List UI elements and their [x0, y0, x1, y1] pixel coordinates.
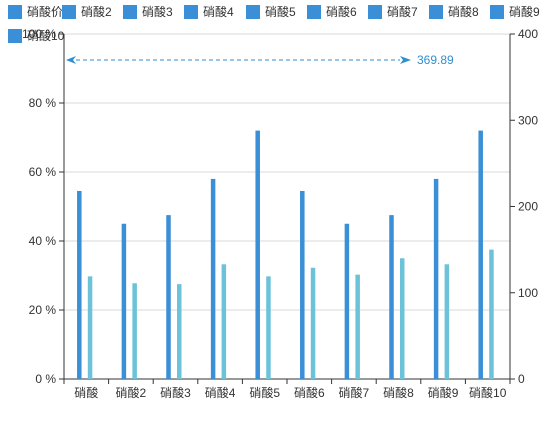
y-axis-left-tick-label: 40 %: [29, 234, 57, 248]
x-axis-tick-label: 硝酸10: [469, 385, 507, 400]
y-axis-right-tick-label: 0: [518, 372, 525, 386]
markline-start-arrow-icon: [66, 55, 76, 64]
y-axis-left-tick-label: 100 %: [22, 27, 56, 41]
legend-swatch: [429, 5, 443, 19]
bar-series-2: [310, 267, 316, 379]
legend-swatch: [123, 5, 137, 19]
markline-label: 369.89: [417, 53, 454, 67]
legend-label: 硝酸价: [27, 4, 63, 19]
bar-series-1: [344, 223, 350, 379]
bar-series-1: [210, 178, 216, 379]
legend-swatch: [307, 5, 321, 19]
bar-series-2: [444, 264, 450, 379]
legend-item[interactable]: 硝酸5: [246, 4, 296, 19]
legend-swatch: [62, 5, 76, 19]
bar-series-2: [177, 284, 182, 379]
legend-swatch: [8, 5, 22, 19]
legend-swatch: [184, 5, 198, 19]
x-axis-tick-label: 硝酸6: [294, 385, 325, 400]
y-axis-left-tick-label: 0 %: [35, 372, 56, 386]
legend-label: 硝酸2: [81, 4, 112, 19]
legend-label: 硝酸4: [203, 4, 234, 19]
legend-item[interactable]: 硝酸价: [8, 4, 63, 19]
y-axis-right: 0 100 200 300 400: [509, 27, 538, 386]
legend-label: 硝酸7: [387, 4, 418, 19]
legend-swatch: [368, 5, 382, 19]
y-axis-left: 0 % 20 % 40 % 60 % 80 % 100 %: [22, 27, 65, 386]
legend: 硝酸价 硝酸2 硝酸3 硝酸4 硝酸5 硝酸6 硝酸7 硝酸8 硝酸9 硝酸10: [8, 4, 540, 43]
legend-item[interactable]: 硝酸4: [184, 4, 234, 19]
bar-series-2: [355, 274, 360, 379]
bars: [77, 130, 494, 379]
legend-item[interactable]: 硝酸8: [429, 4, 479, 19]
legend-label: 硝酸9: [509, 4, 540, 19]
bar-series-2: [221, 264, 227, 379]
bar-series-2: [400, 258, 405, 379]
legend-label: 硝酸6: [326, 4, 357, 19]
legend-label: 硝酸8: [448, 4, 479, 19]
bar-series-2: [489, 249, 494, 379]
bar-series-1: [389, 215, 394, 379]
legend-label: 硝酸10: [27, 28, 65, 43]
bar-series-2: [266, 276, 271, 379]
x-axis: 硝酸 硝酸2 硝酸3 硝酸4 硝酸5 硝酸6 硝酸7 硝酸8 硝酸9 硝酸10: [63, 379, 511, 400]
bar-series-1: [121, 223, 127, 379]
x-axis-tick-label: 硝酸3: [160, 385, 191, 400]
y-axis-right-tick-label: 200: [518, 200, 538, 214]
gridlines: [64, 33, 510, 380]
legend-item[interactable]: 硝酸6: [307, 4, 357, 19]
x-axis-tick-label: 硝酸9: [428, 385, 459, 400]
y-axis-left-tick-label: 60 %: [29, 165, 57, 179]
y-axis-right-tick-label: 300: [518, 113, 538, 127]
legend-label: 硝酸5: [265, 4, 296, 19]
bar-series-1: [300, 190, 305, 379]
legend-swatch: [8, 29, 22, 43]
y-axis-left-tick-label: 80 %: [29, 96, 57, 110]
legend-item[interactable]: 硝酸7: [368, 4, 418, 19]
markline-end-arrow-icon: [400, 55, 411, 64]
x-axis-tick-label: 硝酸8: [383, 385, 414, 400]
x-axis-tick-label: 硝酸2: [116, 385, 147, 400]
bar-series-2: [132, 283, 137, 379]
bar-series-1: [433, 178, 439, 379]
bar-series-1: [77, 190, 82, 379]
x-axis-tick-label: 硝酸5: [249, 385, 280, 400]
legend-item[interactable]: 硝酸10: [8, 28, 65, 43]
x-axis-tick-label: 硝酸7: [339, 385, 370, 400]
y-axis-right-tick-label: 100: [518, 286, 538, 300]
y-axis-left-tick-label: 20 %: [29, 303, 57, 317]
bar-series-1: [255, 130, 260, 379]
x-axis-tick-label: 硝酸4: [205, 385, 236, 400]
x-axis-tick-label: 硝酸: [74, 385, 98, 400]
y-axis-right-tick-label: 400: [518, 27, 538, 41]
bar-series-2: [87, 276, 93, 379]
legend-item[interactable]: 硝酸9: [490, 4, 540, 19]
legend-item[interactable]: 硝酸3: [123, 4, 173, 19]
legend-item[interactable]: 硝酸2: [62, 4, 112, 19]
legend-label: 硝酸3: [142, 4, 173, 19]
legend-swatch: [490, 5, 504, 19]
bar-series-1: [478, 130, 483, 379]
bar-series-1: [166, 215, 171, 379]
legend-swatch: [246, 5, 260, 19]
markline: 369.89: [66, 53, 454, 67]
